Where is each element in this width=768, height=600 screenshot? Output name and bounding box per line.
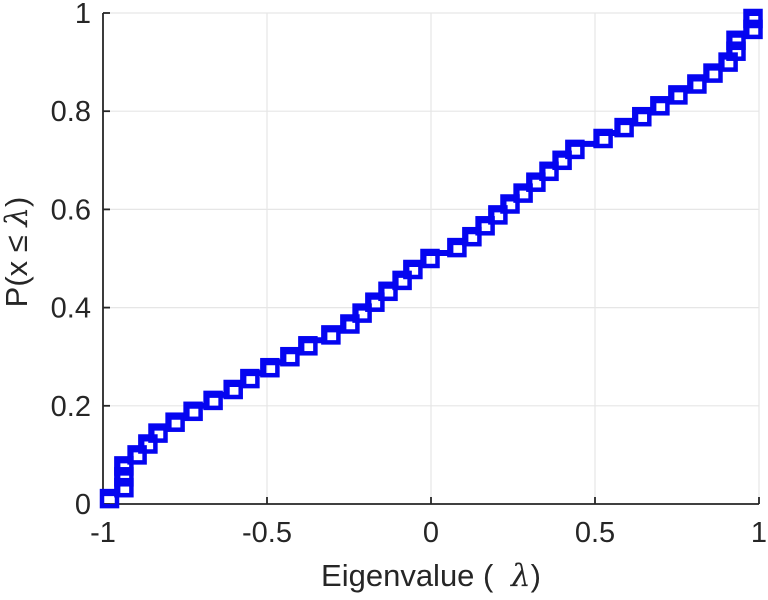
data-point-marker <box>650 96 670 116</box>
data-point-marker <box>392 270 412 291</box>
data-point-marker <box>203 390 223 411</box>
data-point-marker <box>321 325 341 345</box>
data-point-marker <box>165 412 185 432</box>
data-point-marker <box>475 216 495 236</box>
data-point-marker <box>593 128 613 149</box>
data-point-marker <box>260 357 280 378</box>
x-tick-label: 0.5 <box>575 517 615 549</box>
x-axis-title: Eigenvalue ( λ) <box>321 558 541 594</box>
data-point-marker <box>552 150 572 171</box>
x-tick-label: -1 <box>90 517 116 549</box>
y-axis-title-suffix: ) <box>0 197 34 207</box>
data-point-marker <box>462 226 482 247</box>
y-tick-label: 0.8 <box>51 96 91 128</box>
data-point-marker <box>340 314 360 334</box>
x-tick-label: -0.5 <box>242 517 292 549</box>
data-point-marker <box>420 248 440 269</box>
y-tick-label: 1 <box>75 0 91 30</box>
data-point-marker <box>539 161 559 182</box>
data-point-marker <box>114 456 134 476</box>
data-point-marker <box>114 467 134 487</box>
data-point-marker <box>378 281 398 302</box>
data-point-marker <box>114 477 134 498</box>
data-point-marker <box>365 292 385 312</box>
y-tick-label: 0.4 <box>51 293 91 325</box>
y-axis-title-prefix: P(x ≤ <box>0 227 34 308</box>
data-point-marker <box>743 8 763 29</box>
data-point-marker <box>298 336 318 356</box>
data-point-marker <box>447 237 467 258</box>
data-point-marker <box>726 30 746 51</box>
data-point-marker <box>403 259 423 280</box>
data-point-marker <box>223 379 243 400</box>
data-point-marker <box>526 172 546 192</box>
data-point-marker <box>687 74 707 94</box>
data-point-marker <box>183 401 203 422</box>
y-axis-title: P(x ≤ λ) <box>0 197 35 308</box>
x-axis-title-prefix: Eigenvalue ( <box>321 558 502 593</box>
data-point-marker <box>513 183 533 203</box>
lambda-symbol: λ <box>0 207 35 229</box>
data-point-marker <box>352 303 372 323</box>
data-point-marker <box>138 434 158 454</box>
x-tick-label: 1 <box>751 517 767 549</box>
data-point-marker <box>488 205 508 225</box>
data-point-marker <box>99 488 120 509</box>
data-point-marker <box>668 85 688 105</box>
data-point-marker <box>148 423 168 443</box>
lambda-symbol: λ <box>509 558 531 594</box>
x-tick-label: 0 <box>423 517 439 549</box>
data-point-marker <box>240 368 260 389</box>
data-point-marker <box>280 346 300 367</box>
data-point-marker <box>500 194 520 214</box>
y-tick-label: 0.6 <box>51 194 91 226</box>
y-tick-label: 0 <box>75 489 91 521</box>
data-point-marker <box>703 63 723 83</box>
data-point-marker <box>614 117 634 138</box>
data-point-marker <box>726 41 746 61</box>
data-point-marker <box>565 139 585 160</box>
y-tick-label: 0.2 <box>51 391 91 423</box>
data-point-marker <box>127 445 147 465</box>
data-point-marker <box>743 19 763 40</box>
data-point-marker <box>632 106 652 127</box>
x-axis-title-suffix: ) <box>531 558 541 593</box>
